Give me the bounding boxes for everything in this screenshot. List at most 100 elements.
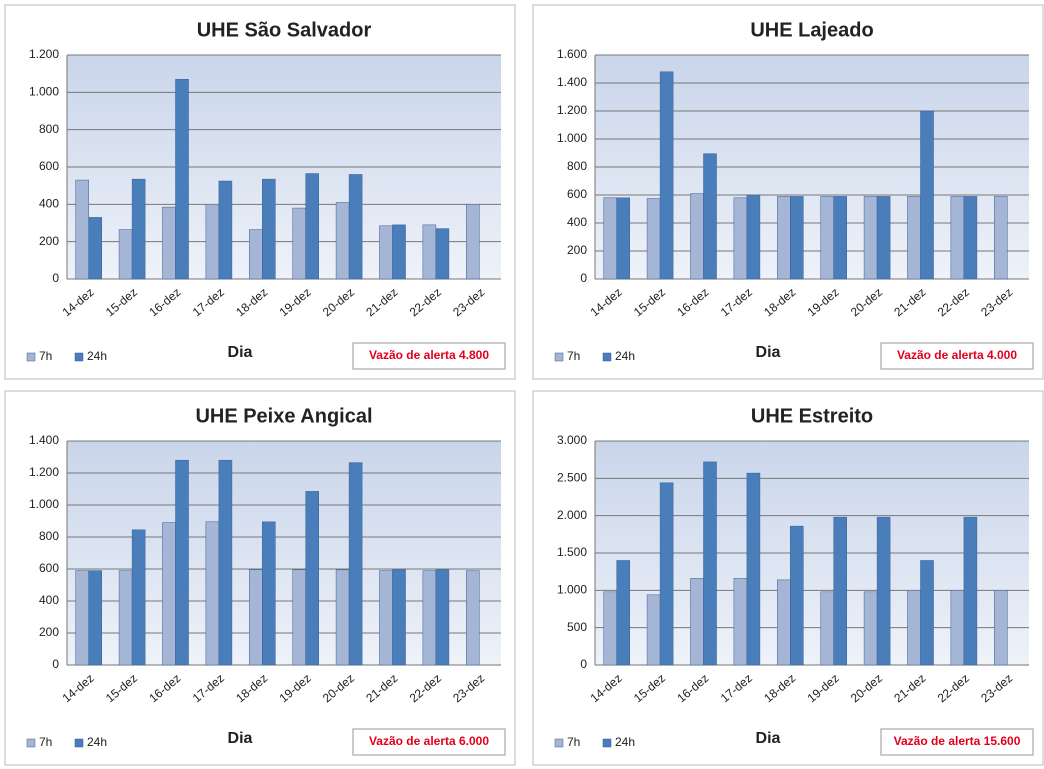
bar xyxy=(777,579,791,666)
bar xyxy=(876,516,891,666)
x-axis-label: Dia xyxy=(228,730,253,747)
bar xyxy=(920,110,934,280)
legend-label: 24h xyxy=(615,349,635,363)
y-tick-label: 600 xyxy=(39,561,59,575)
bar xyxy=(118,229,133,280)
bar xyxy=(75,570,89,666)
bar xyxy=(820,591,834,666)
y-tick-label: 200 xyxy=(39,234,59,248)
bar xyxy=(690,578,704,666)
y-tick-label: 1.400 xyxy=(29,433,59,447)
y-tick-label: 400 xyxy=(567,215,587,229)
bar xyxy=(249,569,263,666)
bar xyxy=(249,229,263,280)
y-tick-label: 600 xyxy=(39,159,59,173)
chart-title: UHE Lajeado xyxy=(750,19,873,41)
chart-title: UHE Peixe Angical xyxy=(195,405,372,427)
bar xyxy=(833,516,847,666)
bar xyxy=(659,482,674,666)
bar xyxy=(703,153,717,280)
bar xyxy=(994,590,1008,666)
bar xyxy=(907,196,921,280)
bar xyxy=(603,591,617,666)
annotation-box xyxy=(880,342,1034,370)
bar xyxy=(790,196,804,280)
y-tick-label: 1.600 xyxy=(557,47,587,61)
annotation-box xyxy=(352,342,506,370)
bar xyxy=(205,521,220,666)
bar xyxy=(733,197,748,280)
bar xyxy=(863,591,878,666)
bar xyxy=(335,569,350,666)
y-tick-label: 2.000 xyxy=(557,508,587,522)
bar xyxy=(305,491,319,666)
bar xyxy=(262,521,276,666)
y-tick-label: 0 xyxy=(580,271,587,285)
annotation: Vazão de alerta 4.800 xyxy=(369,348,489,362)
y-tick-label: 0 xyxy=(580,657,587,671)
bar xyxy=(335,202,350,280)
y-tick-label: 0 xyxy=(52,271,59,285)
bar xyxy=(348,174,363,280)
legend-swatch xyxy=(26,738,36,748)
y-tick-label: 800 xyxy=(567,159,587,173)
bar xyxy=(833,196,847,280)
bar xyxy=(162,206,176,280)
bar xyxy=(422,570,437,666)
legend-swatch xyxy=(74,352,84,362)
y-tick-label: 1.500 xyxy=(557,545,587,559)
bar xyxy=(348,462,363,666)
y-tick-label: 1.000 xyxy=(29,85,59,99)
bar xyxy=(616,560,630,666)
legend-label: 24h xyxy=(615,735,635,749)
legend-swatch xyxy=(74,738,84,748)
bar xyxy=(118,570,133,666)
legend-swatch xyxy=(26,352,36,362)
bar xyxy=(733,578,748,666)
bar xyxy=(907,590,921,666)
legend-label: 24h xyxy=(87,349,107,363)
legend-swatch xyxy=(554,352,564,362)
legend-swatch xyxy=(602,352,612,362)
y-tick-label: 800 xyxy=(39,122,59,136)
legend-label: 7h xyxy=(567,735,580,749)
y-tick-label: 400 xyxy=(39,593,59,607)
bar xyxy=(646,594,661,666)
bar xyxy=(175,79,189,280)
legend-label: 7h xyxy=(39,735,52,749)
annotation: Vazão de alerta 15.600 xyxy=(894,734,1021,748)
x-axis-label: Dia xyxy=(756,730,781,747)
chart-title: UHE Estreito xyxy=(751,405,873,427)
bar xyxy=(616,197,630,280)
bar xyxy=(218,180,233,280)
legend-swatch xyxy=(602,738,612,748)
bar xyxy=(262,178,276,280)
y-tick-label: 0 xyxy=(52,657,59,671)
x-axis-label: Dia xyxy=(228,344,253,361)
bar xyxy=(703,461,717,666)
bar xyxy=(75,179,89,280)
bar xyxy=(218,459,233,666)
bar xyxy=(746,472,761,666)
y-tick-label: 600 xyxy=(567,187,587,201)
y-tick-label: 1.200 xyxy=(557,103,587,117)
legend-label: 7h xyxy=(39,349,52,363)
legend-label: 7h xyxy=(567,349,580,363)
bar xyxy=(963,516,978,666)
bar xyxy=(392,569,406,666)
bar xyxy=(131,529,146,666)
bar xyxy=(646,198,661,280)
y-tick-label: 200 xyxy=(567,243,587,257)
bar xyxy=(659,71,674,280)
bar xyxy=(920,560,934,666)
y-tick-label: 1.000 xyxy=(29,497,59,511)
y-tick-label: 1.200 xyxy=(29,465,59,479)
bar xyxy=(435,569,450,666)
legend-swatch xyxy=(554,738,564,748)
bar xyxy=(88,217,102,280)
y-tick-label: 200 xyxy=(39,625,59,639)
bar xyxy=(790,525,804,666)
y-tick-label: 2.500 xyxy=(557,471,587,485)
y-tick-label: 1.400 xyxy=(557,75,587,89)
bar xyxy=(422,224,437,280)
